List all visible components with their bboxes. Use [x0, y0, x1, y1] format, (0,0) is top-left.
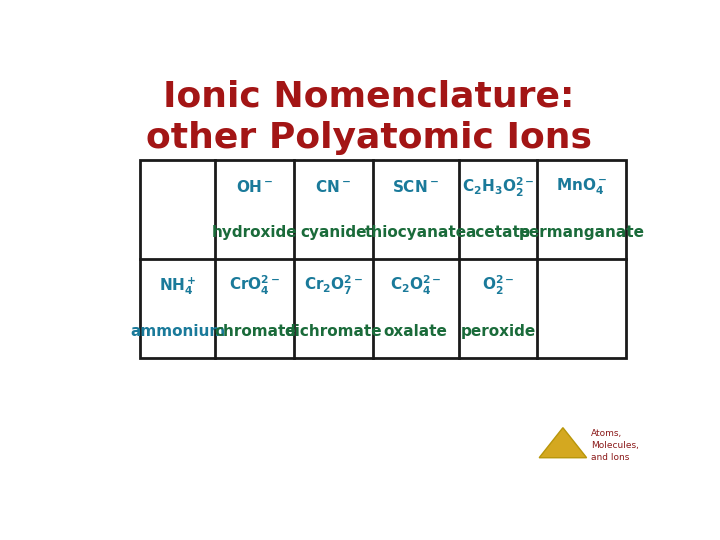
Text: acetate: acetate [465, 225, 531, 240]
Text: Atoms,
Molecules,
and Ions: Atoms, Molecules, and Ions [591, 429, 639, 462]
Bar [140, 160, 626, 358]
Text: $\mathbf{C_2H_3O_2^{2-}}$: $\mathbf{C_2H_3O_2^{2-}}$ [462, 176, 534, 199]
Polygon shape [539, 428, 587, 458]
Text: peroxide: peroxide [460, 324, 536, 339]
Text: thiocyanate: thiocyanate [364, 225, 467, 240]
Text: Ionic Nomenclature:: Ionic Nomenclature: [163, 79, 575, 113]
Text: $\mathbf{CN^-}$: $\mathbf{CN^-}$ [315, 179, 351, 195]
Text: $\mathbf{OH^-}$: $\mathbf{OH^-}$ [236, 179, 274, 195]
Text: $\mathbf{CrO_4^{2-}}$: $\mathbf{CrO_4^{2-}}$ [229, 274, 280, 298]
Text: $\mathbf{C_2O_4^{2-}}$: $\mathbf{C_2O_4^{2-}}$ [390, 274, 441, 298]
Text: $\mathbf{Cr_2O_7^{2-}}$: $\mathbf{Cr_2O_7^{2-}}$ [304, 274, 363, 298]
Text: permanganate: permanganate [518, 225, 644, 240]
Text: cyanide: cyanide [300, 225, 366, 240]
Text: other Polyatomic Ions: other Polyatomic Ions [146, 121, 592, 155]
Text: $\mathbf{MnO_4^-}$: $\mathbf{MnO_4^-}$ [556, 177, 607, 197]
Text: chromate: chromate [214, 324, 296, 339]
Text: $\mathbf{O_2^{2-}}$: $\mathbf{O_2^{2-}}$ [482, 274, 514, 298]
Text: hydroxide: hydroxide [212, 225, 297, 240]
Text: ammonium: ammonium [130, 324, 225, 339]
Text: dichromate: dichromate [284, 324, 382, 339]
Text: $\mathbf{NH_4^+}$: $\mathbf{NH_4^+}$ [159, 275, 197, 296]
Text: $\mathbf{SCN^-}$: $\mathbf{SCN^-}$ [392, 179, 439, 195]
Text: oxalate: oxalate [384, 324, 448, 339]
